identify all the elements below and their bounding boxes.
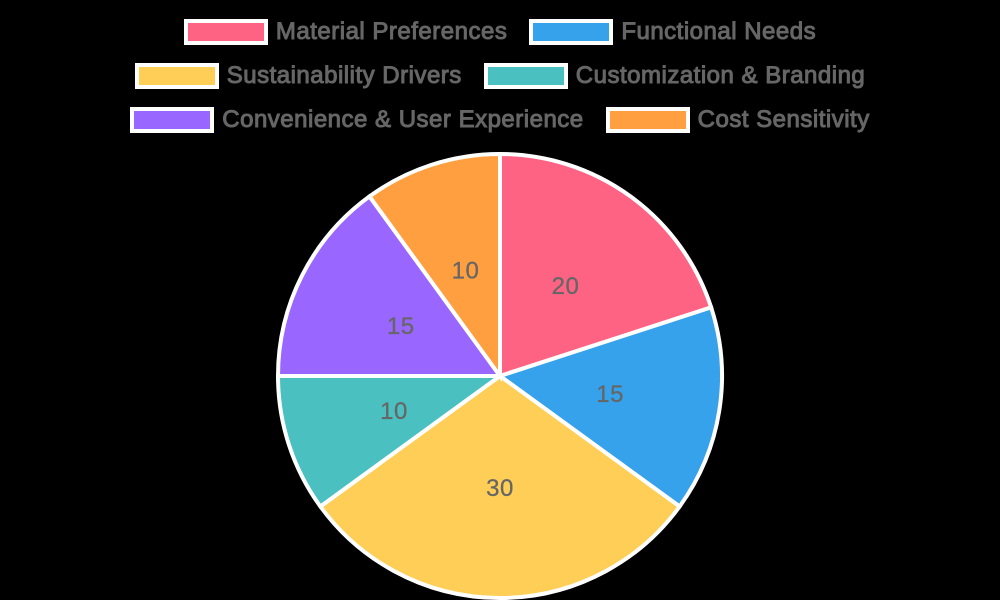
svg-text:10: 10 [452, 257, 480, 284]
svg-text:20: 20 [552, 273, 580, 300]
svg-text:30: 30 [486, 475, 514, 502]
svg-text:10: 10 [380, 398, 408, 425]
svg-text:15: 15 [387, 313, 415, 340]
svg-text:15: 15 [596, 381, 624, 408]
